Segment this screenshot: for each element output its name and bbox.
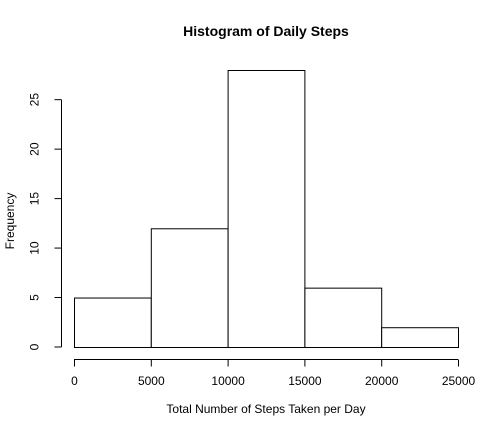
histogram-bar-4 — [381, 327, 460, 349]
histogram-bar-2 — [227, 70, 306, 348]
x-tick-label-1: 5000 — [138, 374, 165, 388]
y-tick-label-0: 0 — [28, 343, 42, 350]
x-tick-label-2: 10000 — [211, 374, 245, 388]
bars-group — [74, 70, 460, 349]
y-axis: 0 5 10 15 20 25 — [28, 93, 62, 350]
x-tick-label-0: 0 — [71, 374, 78, 388]
y-tick-label-2: 10 — [28, 241, 42, 255]
x-axis-label: Total Number of Steps Taken per Day — [166, 402, 365, 416]
y-axis-label: Frequency — [3, 193, 17, 250]
histogram-bar-0 — [74, 297, 152, 348]
x-tick-label-4: 20000 — [365, 374, 399, 388]
y-tick-label-5: 25 — [28, 93, 42, 107]
chart-title: Histogram of Daily Steps — [183, 23, 349, 39]
histogram-bar-1 — [150, 228, 229, 349]
histogram-bar-3 — [304, 287, 383, 348]
y-tick-label-3: 15 — [28, 192, 42, 206]
x-tick-label-3: 15000 — [288, 374, 322, 388]
x-tick-label-5: 25000 — [442, 374, 476, 388]
y-tick-label-4: 20 — [28, 142, 42, 156]
x-axis: 0 5000 10000 15000 20000 25000 — [71, 359, 476, 388]
y-tick-label-1: 5 — [28, 294, 42, 301]
